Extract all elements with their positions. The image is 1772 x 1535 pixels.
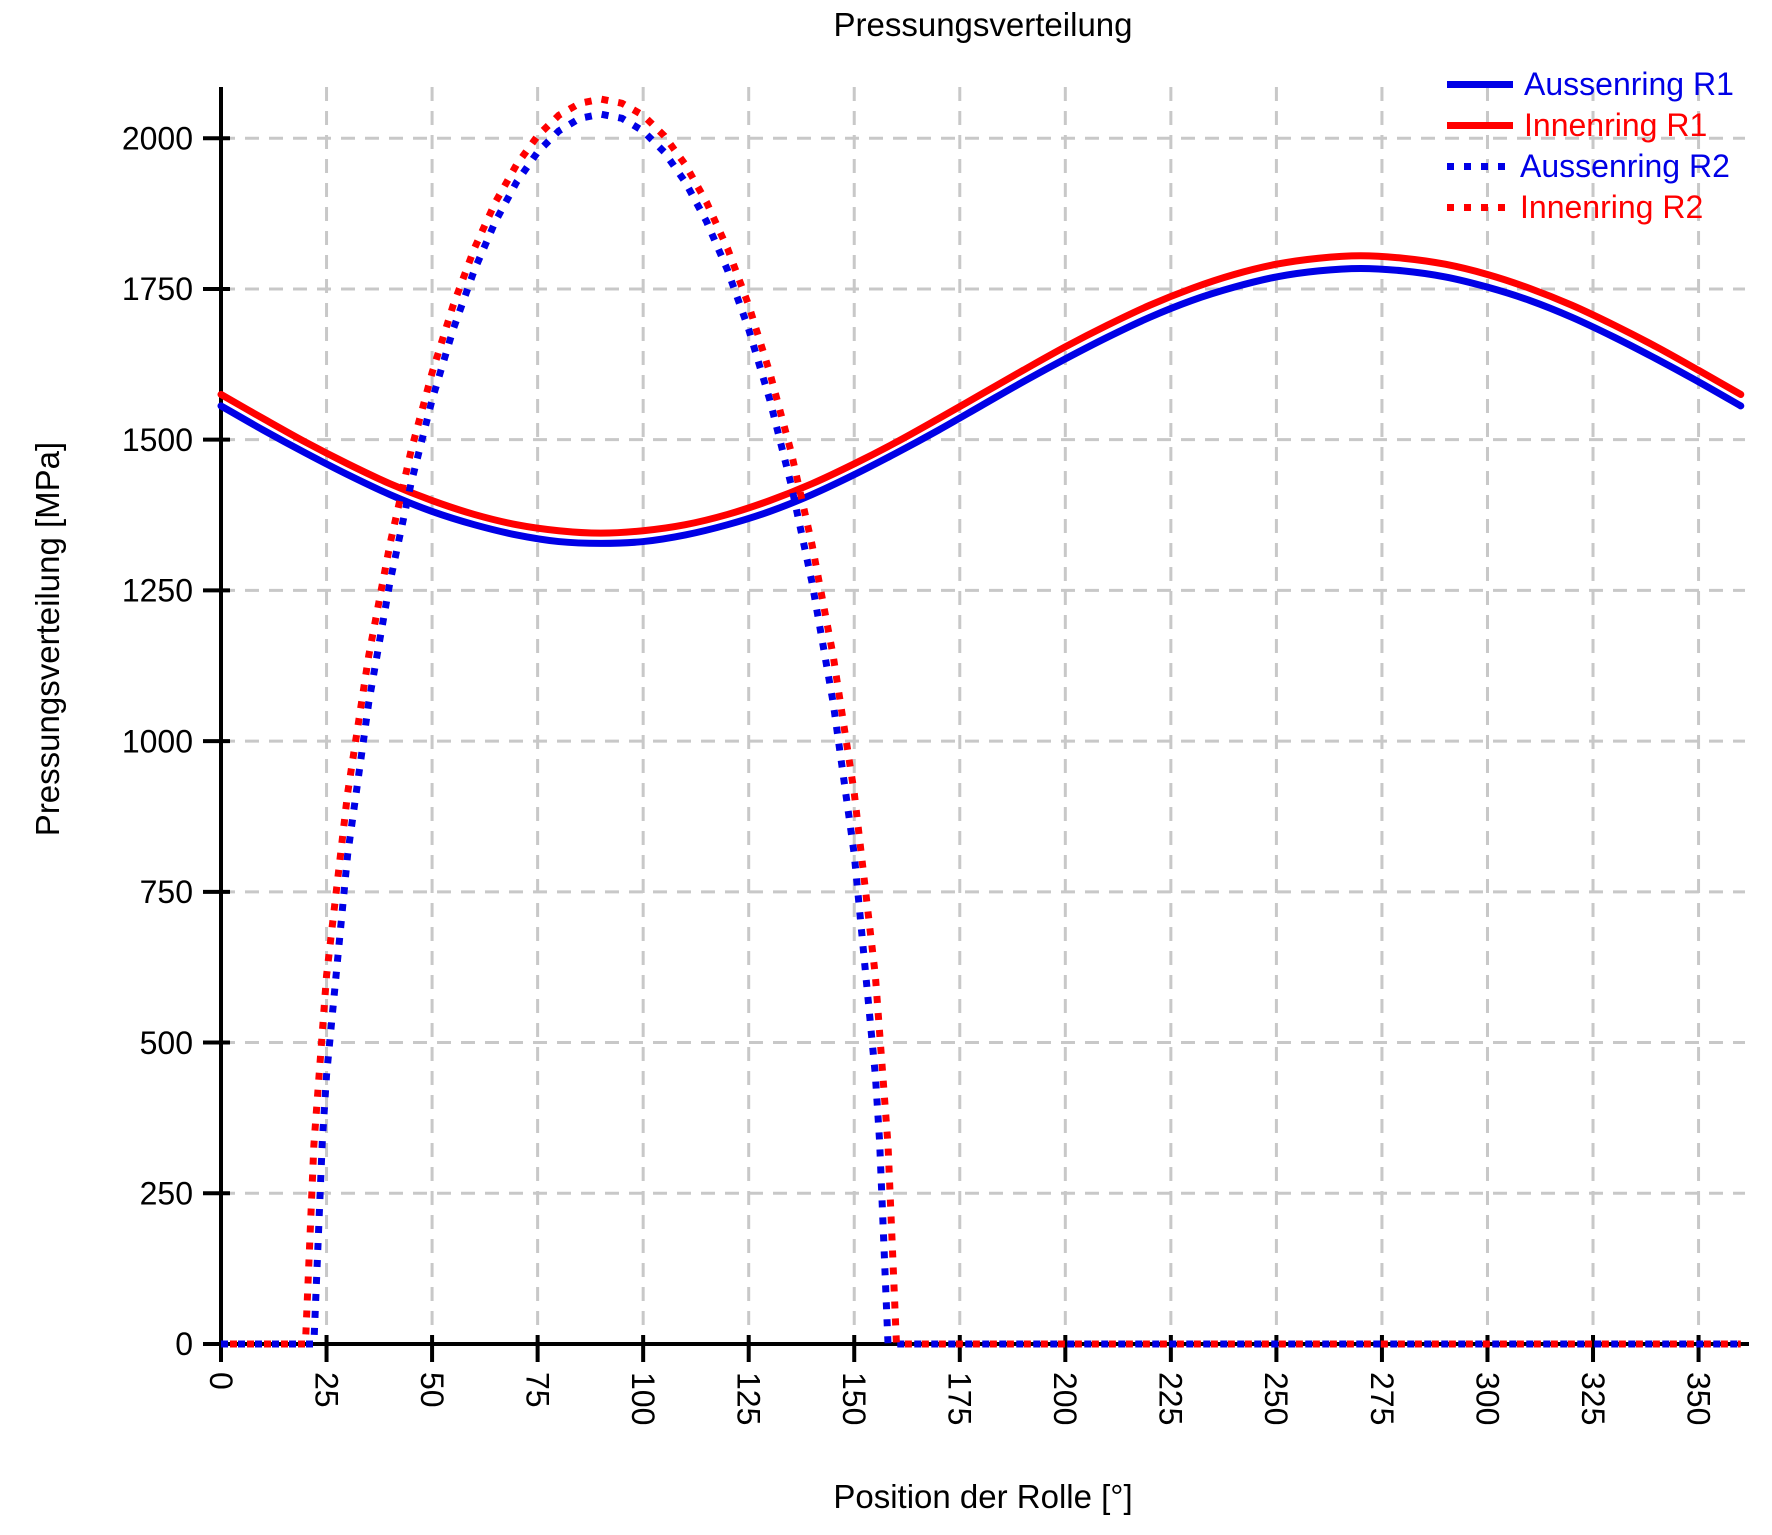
legend-line-sample-icon (1447, 122, 1513, 129)
svg-text:150: 150 (836, 1372, 872, 1425)
svg-text:750: 750 (140, 874, 193, 910)
series-aussenring-r2 (221, 110, 1741, 1348)
legend-label: Innenring R2 (1520, 189, 1704, 225)
svg-text:500: 500 (140, 1025, 193, 1061)
svg-text:2000: 2000 (122, 120, 193, 156)
svg-text:1500: 1500 (122, 422, 193, 458)
axes (219, 87, 1749, 1346)
svg-text:1250: 1250 (122, 573, 193, 609)
grid (221, 87, 1745, 1344)
y-tick-labels: 0 250 500 750 1000 1250 1500 1750 2000 (122, 120, 193, 1362)
legend-label: Aussenring R2 (1520, 148, 1730, 184)
svg-text:175: 175 (942, 1372, 978, 1425)
svg-text:75: 75 (519, 1372, 555, 1408)
svg-text:0: 0 (203, 1372, 239, 1390)
chart-title: Pressungsverteilung (833, 6, 1133, 43)
svg-text:1000: 1000 (122, 723, 193, 759)
svg-text:0: 0 (175, 1326, 193, 1362)
legend-item: Aussenring R1 (1447, 64, 1734, 105)
svg-text:350: 350 (1680, 1372, 1716, 1425)
legend-line-sample-icon (1447, 204, 1509, 211)
svg-text:300: 300 (1469, 1372, 1505, 1425)
legend: Aussenring R1 Innenring R1 Aussenring R2… (1447, 64, 1734, 228)
svg-text:25: 25 (308, 1372, 344, 1408)
svg-text:250: 250 (1258, 1372, 1294, 1425)
series-innenring-r1 (217, 252, 1745, 537)
legend-label: Aussenring R1 (1524, 66, 1734, 102)
svg-text:275: 275 (1364, 1372, 1400, 1425)
y-axis-label: Pressungsverteilung [MPa] (29, 441, 66, 837)
legend-item: Innenring R2 (1447, 187, 1734, 228)
svg-text:1750: 1750 (122, 271, 193, 307)
svg-text:100: 100 (625, 1372, 661, 1425)
svg-text:50: 50 (414, 1372, 450, 1408)
svg-text:250: 250 (140, 1175, 193, 1211)
tick-marks (203, 136, 1701, 1362)
series-innenring-r2 (221, 95, 1741, 1348)
svg-text:125: 125 (731, 1372, 767, 1425)
svg-text:200: 200 (1047, 1372, 1083, 1425)
legend-line-sample-icon (1447, 163, 1509, 170)
svg-text:225: 225 (1153, 1372, 1189, 1425)
legend-label: Innenring R1 (1524, 107, 1708, 143)
legend-line-sample-icon (1447, 81, 1513, 88)
legend-item: Innenring R1 (1447, 105, 1734, 146)
x-tick-labels: 0 25 50 75 100 125 150 175 200 225 250 275 300 325 350 (203, 1372, 1717, 1425)
svg-text:325: 325 (1575, 1372, 1611, 1425)
series-aussenring-r1 (217, 264, 1745, 547)
x-axis-label: Position der Rolle [°] (833, 1478, 1133, 1515)
legend-item: Aussenring R2 (1447, 146, 1734, 187)
